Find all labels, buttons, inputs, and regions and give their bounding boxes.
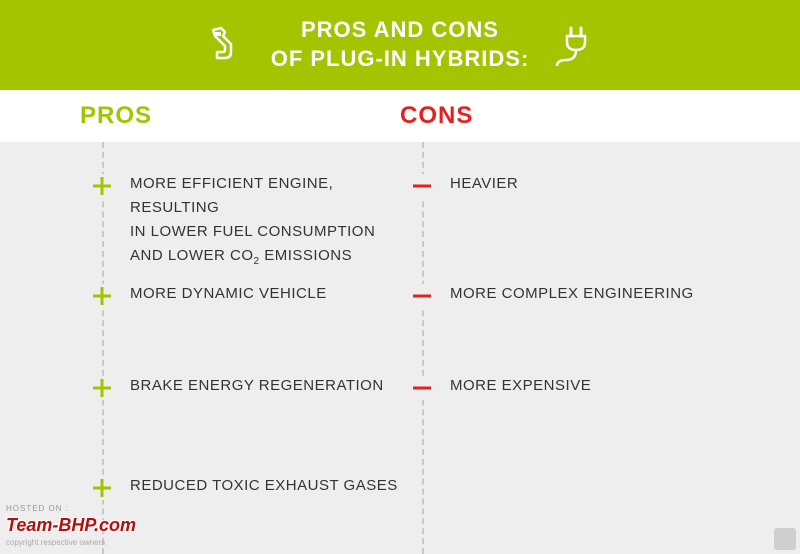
cons-item-text: MORE COMPLEX ENGINEERING (450, 282, 694, 306)
resize-corner-icon (774, 528, 796, 550)
watermark-brand: Team-BHP.com (6, 514, 136, 537)
pros-item: MORE EFFICIENT ENGINE, RESULTINGIN LOWER… (80, 172, 400, 270)
plus-icon (90, 376, 114, 400)
watermark-tag: copyright respective owners (6, 538, 136, 548)
minus-icon (410, 174, 434, 198)
title-line1: PROS AND CONS (301, 17, 499, 42)
cons-item: HEAVIER (400, 172, 720, 270)
cons-item-text: HEAVIER (450, 172, 518, 196)
pros-item: BRAKE ENERGY REGENERATION (80, 374, 400, 462)
cons-column: HEAVIER MORE COMPLEX ENGINEERING MORE EXPE… (400, 142, 720, 554)
pros-column-title: PROS (80, 102, 400, 130)
plus-icon (90, 174, 114, 198)
plus-icon (90, 476, 114, 500)
pros-item-text: MORE EFFICIENT ENGINE, RESULTINGIN LOWER… (130, 172, 400, 270)
pros-item: MORE DYNAMIC VEHICLE (80, 282, 400, 362)
plus-icon (90, 284, 114, 308)
pros-item-text: MORE DYNAMIC VEHICLE (130, 282, 327, 306)
electric-plug-icon (549, 20, 599, 70)
watermark-host: HOSTED ON : (6, 504, 136, 514)
header-title: PROS AND CONS OF PLUG-IN HYBRIDS: (271, 16, 530, 73)
body-area: MORE EFFICIENT ENGINE, RESULTINGIN LOWER… (0, 142, 800, 554)
cons-column-title: CONS (400, 102, 720, 130)
pros-item-text: REDUCED TOXIC EXHAUST GASES (130, 474, 398, 498)
pros-item-text: BRAKE ENERGY REGENERATION (130, 374, 384, 398)
pros-column: MORE EFFICIENT ENGINE, RESULTINGIN LOWER… (80, 142, 400, 554)
cons-item: MORE EXPENSIVE (400, 374, 720, 462)
cons-item-text: MORE EXPENSIVE (450, 374, 591, 398)
fuel-nozzle-icon (201, 20, 251, 70)
minus-icon (410, 376, 434, 400)
title-line2: OF PLUG-IN HYBRIDS: (271, 46, 530, 71)
header-banner: PROS AND CONS OF PLUG-IN HYBRIDS: (0, 0, 800, 90)
cons-item: MORE COMPLEX ENGINEERING (400, 282, 720, 362)
watermark: HOSTED ON : Team-BHP.com copyright respe… (6, 504, 136, 548)
column-titles-row: PROS CONS (0, 90, 800, 142)
minus-icon (410, 284, 434, 308)
